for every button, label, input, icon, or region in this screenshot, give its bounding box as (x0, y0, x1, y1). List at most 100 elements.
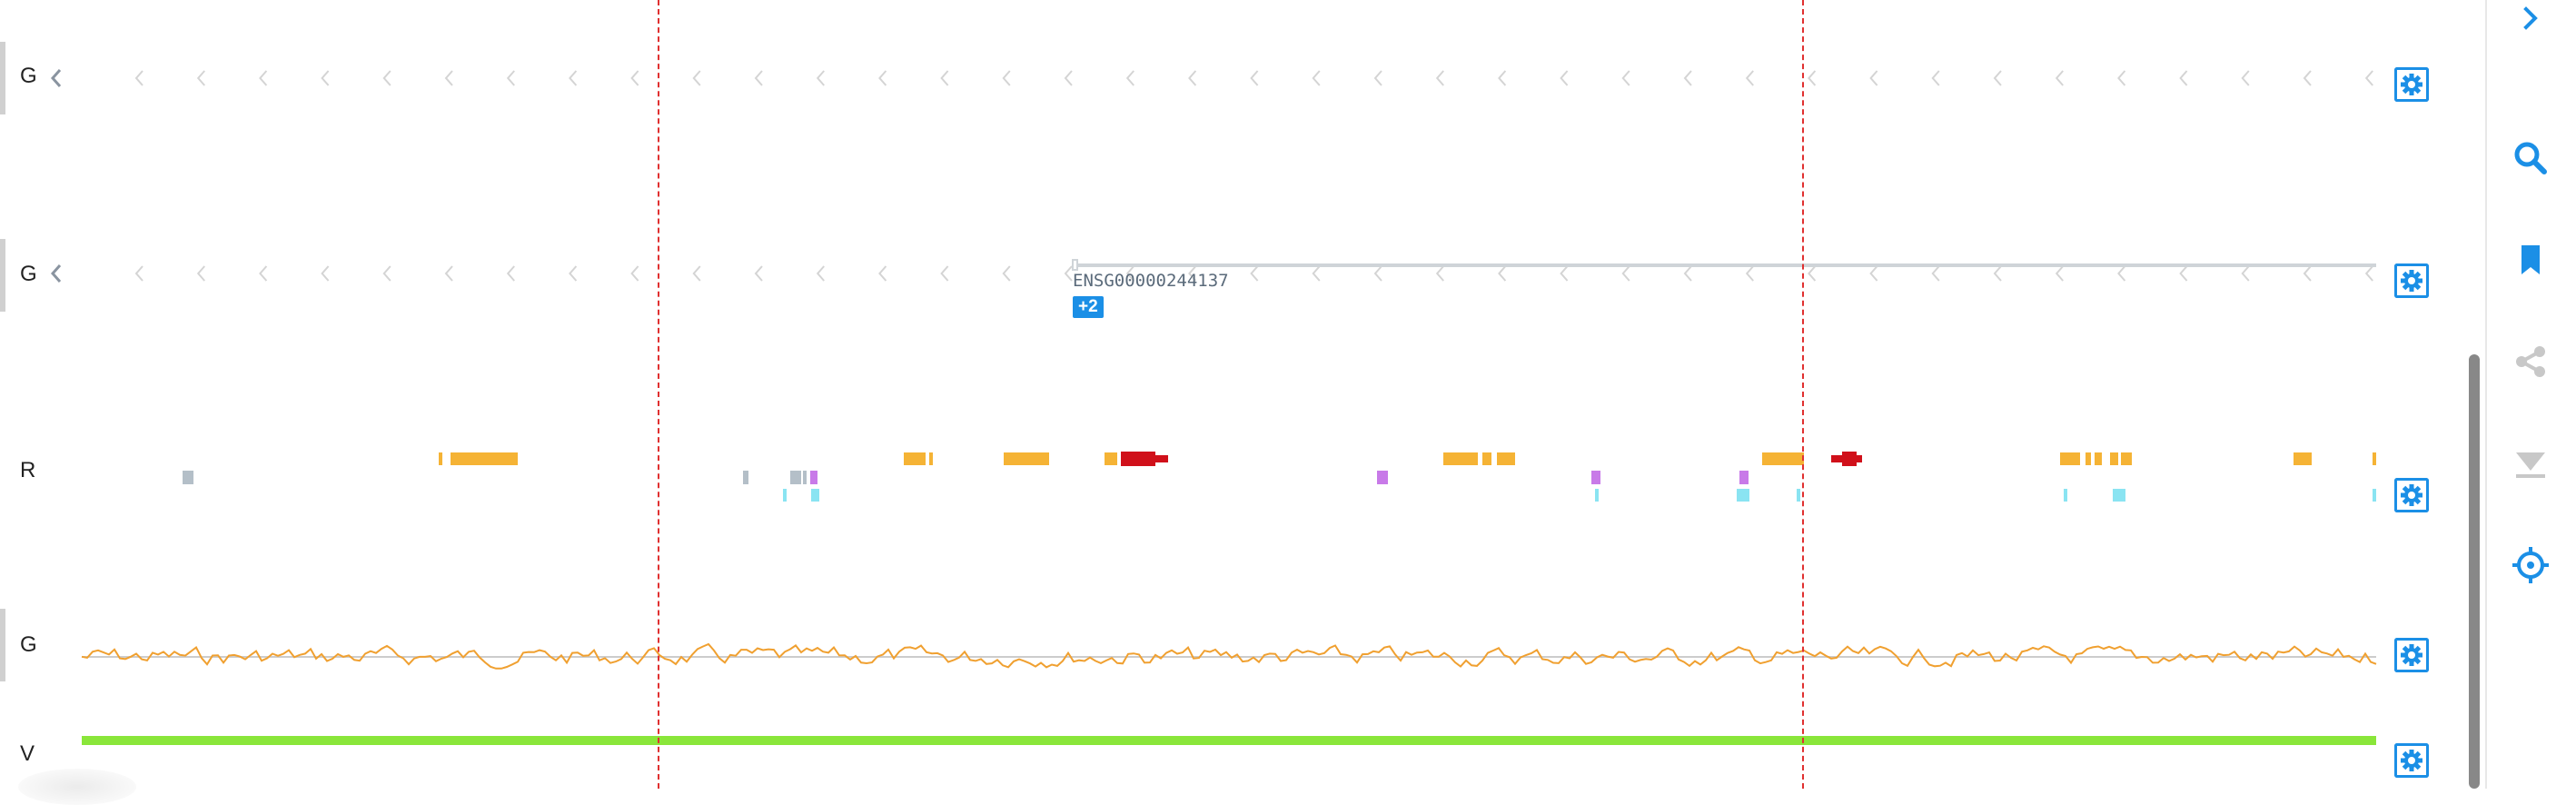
strand-chevron-icon (692, 265, 701, 282)
strand-chevron-icon (1312, 70, 1321, 86)
strand-chevron-icon (2117, 265, 2126, 282)
focus-button[interactable] (2500, 534, 2561, 596)
strand-chevron-icon (1435, 265, 1444, 282)
track-settings-button[interactable] (2394, 638, 2429, 672)
region-guide-line-left[interactable] (658, 0, 659, 789)
track-gene-1: G (0, 0, 2485, 164)
track-settings-button[interactable] (2394, 743, 2429, 778)
strand-chevron-icon (1745, 70, 1754, 86)
chevron-right-icon (2523, 6, 2538, 30)
strand-chevron-icon (940, 70, 949, 86)
strand-chevron-icon (569, 265, 578, 282)
track-variation: V (0, 709, 2485, 789)
strand-chevron-icon (1683, 70, 1692, 86)
strand-chevron-icon (1373, 70, 1382, 86)
strand-chevron-icon (1621, 70, 1630, 86)
bookmarks-button[interactable] (2500, 229, 2561, 291)
strand-chevron-icon (1869, 70, 1878, 86)
sidebar-divider (2485, 0, 2487, 789)
track-gc-content: G (0, 600, 2485, 709)
strand-chevron-icon (1683, 265, 1692, 282)
track-label: R (20, 458, 36, 482)
expand-panel-button[interactable] (2500, 0, 2561, 49)
track-gene-2: G ENSG00000244137 +2 (0, 164, 2485, 345)
strand-chevron-icon (2179, 265, 2188, 282)
strand-chevron-icon (506, 265, 515, 282)
strand-chevrons (50, 264, 2373, 283)
strand-chevron-icon (1312, 265, 1321, 282)
strand-chevron-icon (50, 69, 62, 87)
strand-chevron-icon (1064, 265, 1073, 282)
strand-chevron-icon (50, 264, 62, 283)
crosshair-icon (2512, 547, 2549, 583)
strand-chevron-icon (1745, 265, 1754, 282)
region-guide-line-right[interactable] (1802, 0, 1804, 789)
strand-chevron-icon (134, 265, 144, 282)
strand-chevron-icon (2303, 265, 2312, 282)
strand-chevron-icon (1188, 70, 1197, 86)
track-label: V (20, 741, 35, 766)
gear-icon (2394, 67, 2429, 102)
gene-feature[interactable] (0, 164, 2394, 345)
track-settings-button[interactable] (2394, 478, 2429, 512)
strand-chevron-icon (506, 70, 515, 86)
strand-chevron-icon (1808, 265, 1817, 282)
strand-chevron-icon (878, 70, 887, 86)
strand-chevron-icon (134, 70, 144, 86)
strand-chevron-icon (196, 265, 205, 282)
strand-chevron-icon (259, 70, 268, 86)
track-settings-button[interactable] (2394, 263, 2429, 298)
strand-chevron-icon (1498, 265, 1507, 282)
strand-chevron-icon (1188, 265, 1197, 282)
strand-chevron-icon (1002, 70, 1011, 86)
strand-chevron-icon (1931, 265, 1940, 282)
strand-chevron-icon (2055, 70, 2064, 86)
track-label: G (20, 262, 37, 286)
strand-chevron-icon (630, 265, 639, 282)
strand-chevron-icon (2241, 70, 2250, 86)
strand-chevron-icon (2303, 70, 2312, 86)
track-handle[interactable] (0, 239, 5, 312)
strand-chevron-icon (382, 265, 391, 282)
scrollbar-thumb[interactable] (2469, 354, 2480, 789)
corner-shadow (18, 769, 136, 805)
strand-chevron-icon (754, 265, 763, 282)
strand-chevron-icon (940, 265, 949, 282)
track-settings-button[interactable] (2394, 67, 2429, 102)
strand-chevron-icon (1869, 265, 1878, 282)
strand-chevron-icon (754, 70, 763, 86)
strand-chevron-icon (1373, 265, 1382, 282)
strand-chevron-icon (878, 265, 887, 282)
track-label: G (20, 632, 37, 657)
strand-chevron-icon (1250, 70, 1259, 86)
strand-chevron-icon (1125, 70, 1134, 86)
strand-chevron-icon (444, 70, 453, 86)
strand-chevron-icon (1993, 70, 2002, 86)
strand-chevron-icon (2364, 70, 2373, 86)
strand-chevron-icon (816, 265, 825, 282)
strand-chevron-icon (382, 70, 391, 86)
regulatory-features[interactable] (0, 418, 2394, 545)
strand-chevron-icon (569, 70, 578, 86)
variation-bar[interactable] (0, 709, 2394, 789)
strand-chevron-icon (444, 265, 453, 282)
toolbar-sidebar (2485, 0, 2576, 789)
strand-chevron-icon (2241, 265, 2250, 282)
gear-icon (2394, 478, 2429, 512)
more-transcripts-badge[interactable]: +2 (1073, 296, 1104, 318)
gc-content-line (81, 642, 2377, 670)
gene-name-label[interactable]: ENSG00000244137 (1073, 271, 1229, 291)
track-handle[interactable] (0, 42, 5, 114)
gear-icon (2394, 263, 2429, 298)
strand-chevron-icon (2364, 265, 2373, 282)
share-icon (2516, 346, 2545, 377)
strand-chevron-icon (2055, 265, 2064, 282)
search-button[interactable] (2500, 127, 2561, 189)
strand-chevron-icon (1621, 265, 1630, 282)
bookmark-icon (2522, 245, 2540, 274)
strand-chevron-icon (2179, 70, 2188, 86)
strand-chevron-icon (1435, 70, 1444, 86)
strand-chevron-icon (196, 70, 205, 86)
strand-chevron-icon (1560, 70, 1569, 86)
track-handle[interactable] (0, 609, 5, 681)
